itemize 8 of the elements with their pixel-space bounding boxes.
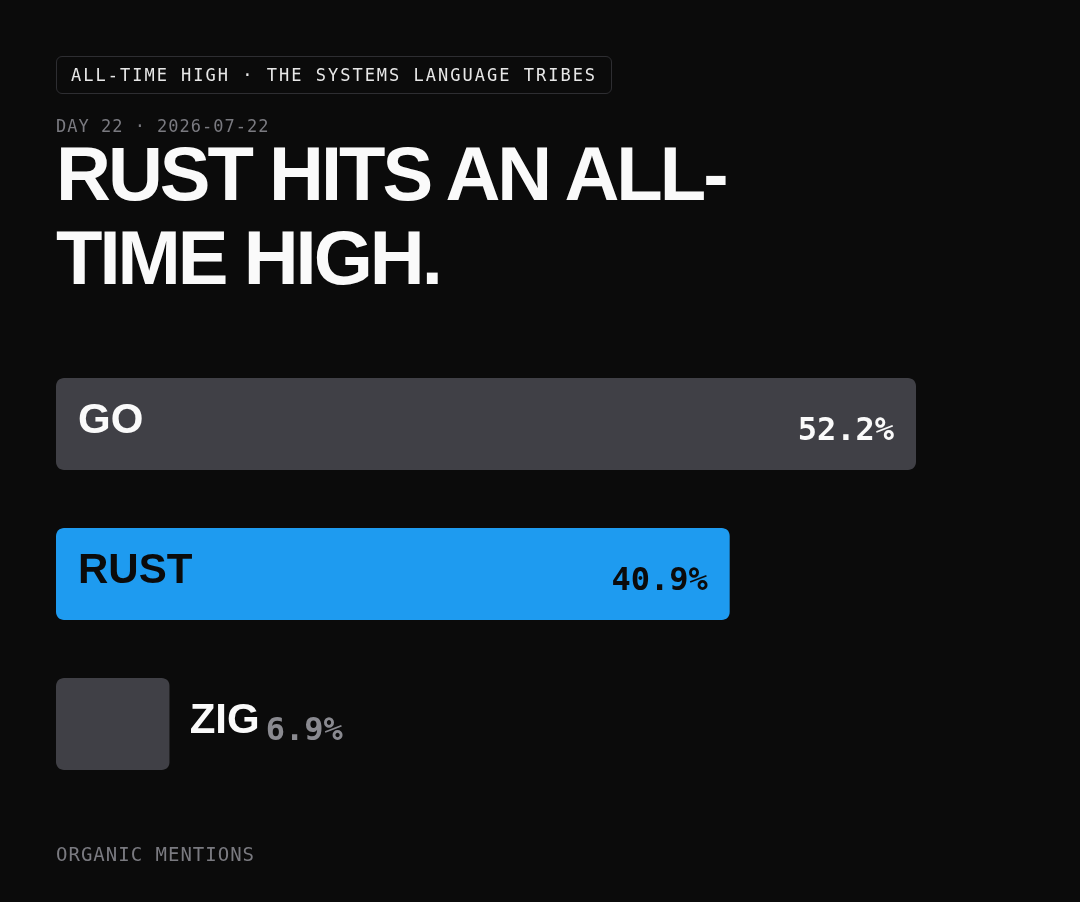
y-tick-label: GO bbox=[78, 394, 144, 442]
text: ALL-TIME HIGH · THE SYSTEMS LANGUAGE TRIBES bbox=[56, 56, 613, 94]
text: ORGANIC MENTIONS bbox=[56, 843, 256, 865]
y-tick-label: ZIG bbox=[189, 695, 260, 743]
data-label: 6.9% bbox=[265, 710, 344, 749]
data-label: 40.9% bbox=[611, 560, 709, 598]
y-tick-label: RUST bbox=[78, 545, 193, 592]
data-label: 52.2% bbox=[797, 409, 895, 448]
